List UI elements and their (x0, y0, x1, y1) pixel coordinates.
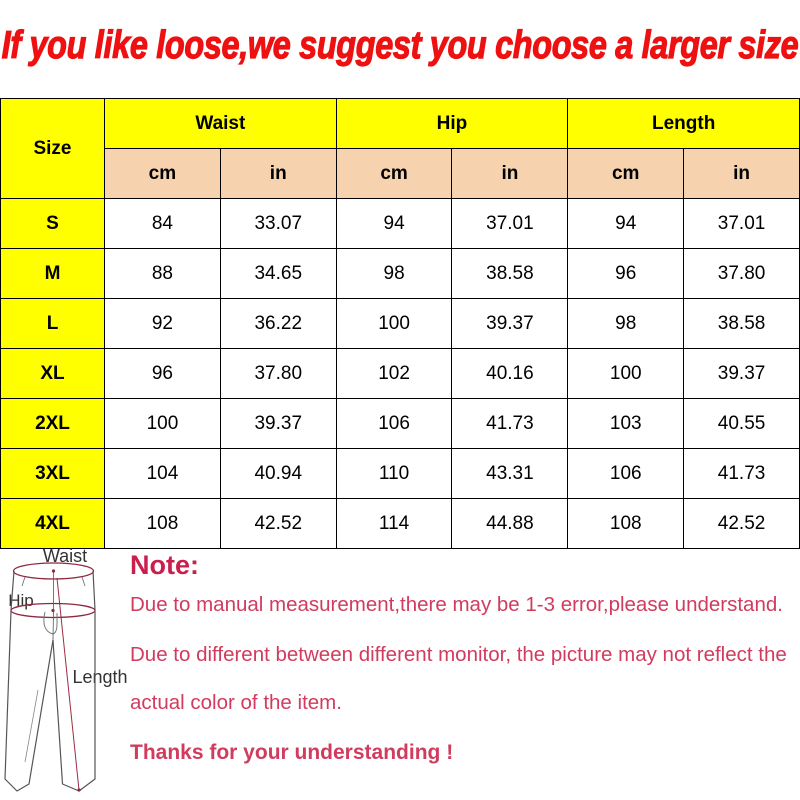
svg-text:Length: Length (72, 667, 127, 687)
